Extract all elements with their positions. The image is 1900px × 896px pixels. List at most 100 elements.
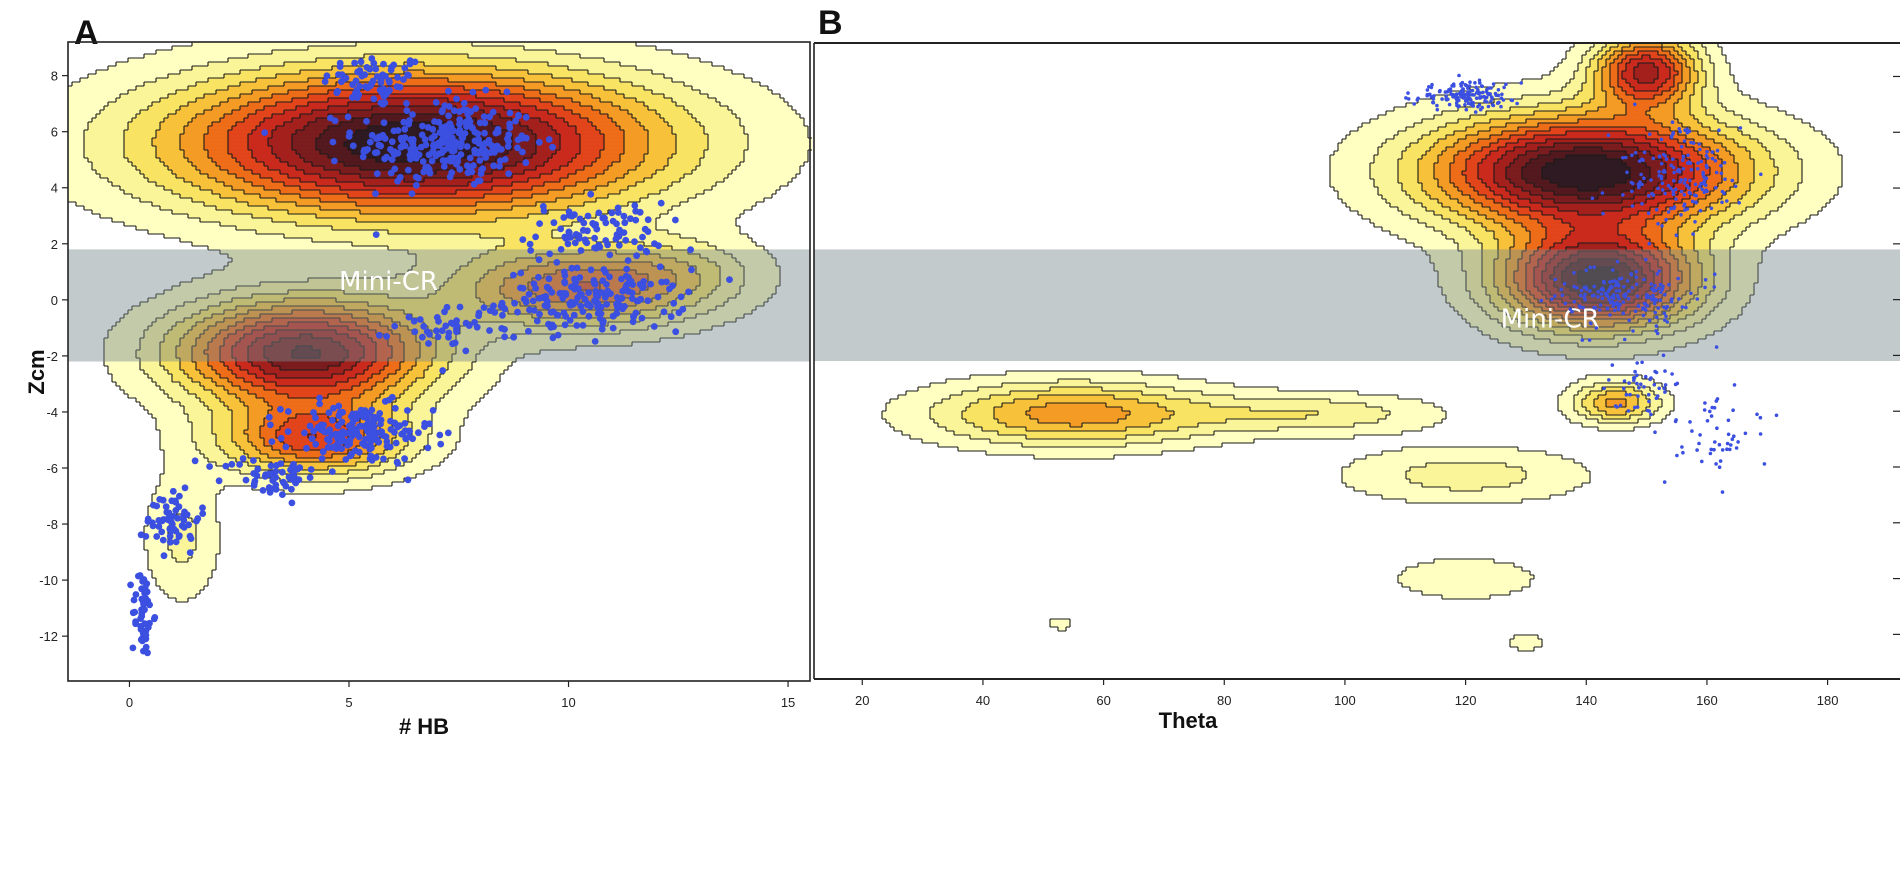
panel-b-point	[1719, 171, 1724, 176]
panel-a-point	[628, 295, 636, 302]
panel-a-point	[571, 239, 579, 247]
panel-a-point	[383, 442, 391, 450]
panel-b-point	[1712, 285, 1717, 289]
panel-b-point	[1700, 459, 1704, 464]
panel-b-point	[1681, 154, 1686, 159]
panel-b-point	[1656, 222, 1660, 226]
panel-b-point	[1654, 396, 1659, 401]
panel-b-point	[1674, 233, 1679, 237]
panel-a-point	[443, 303, 451, 311]
panel-b-point	[1457, 91, 1462, 96]
panel-a-point	[453, 328, 460, 336]
panel-a-point	[324, 444, 332, 451]
panel-a-point	[428, 157, 436, 165]
panel-a-point	[545, 136, 553, 143]
panel-b-point	[1695, 167, 1700, 171]
panel-a-point	[378, 430, 385, 437]
panel-a-point	[426, 331, 433, 338]
panel-a-point	[321, 78, 329, 85]
panel-b-point	[1445, 98, 1449, 102]
panel-a-point	[277, 405, 284, 413]
panel-a-point	[349, 81, 357, 88]
panel-a-point	[320, 427, 328, 435]
panel-a-point	[595, 241, 603, 249]
panel-a-point	[396, 173, 404, 181]
panel-a-point	[176, 492, 183, 500]
panel-a-point	[467, 108, 474, 116]
panel-a-point	[127, 581, 134, 589]
panel-a-point	[381, 135, 389, 142]
panel-b-right-ticks	[1893, 75, 1900, 635]
panel-a-y-tick-label: 6	[51, 125, 58, 140]
panel-a-point	[277, 434, 285, 442]
panel-a-point	[457, 151, 465, 158]
panel-b-point	[1690, 429, 1694, 433]
panel-b-point	[1661, 284, 1665, 289]
panel-a-point	[549, 308, 557, 316]
panel-a-point	[372, 454, 380, 461]
panel-b-contour-line-3	[961, 43, 1779, 440]
panel-b-point	[1759, 172, 1763, 177]
panel-b-point	[1651, 293, 1655, 298]
panel-b-point	[1646, 194, 1651, 198]
panel-a-point	[331, 443, 339, 451]
panel-a-point	[288, 485, 295, 493]
panel-a-point	[178, 522, 186, 530]
panel-b-point	[1583, 292, 1587, 297]
panel-b-x-tick-label: 120	[1455, 693, 1477, 708]
panel-a-point	[581, 295, 589, 303]
panel-a-point	[400, 76, 407, 83]
panel-a-point	[398, 135, 405, 143]
panel-a-point	[522, 113, 530, 121]
panel-b-point	[1642, 277, 1646, 282]
panel-b-contour-line-11	[1521, 146, 1651, 296]
panel-a-point	[342, 74, 350, 82]
panel-b-point	[1687, 190, 1692, 195]
panel-b-point	[1675, 169, 1680, 173]
panel-a-point	[373, 149, 381, 156]
panel-a-point	[409, 111, 416, 118]
panel-a-point	[151, 614, 159, 621]
panel-b-point	[1617, 284, 1621, 288]
panel-b-point	[1643, 302, 1648, 306]
panel-b-point	[1577, 304, 1582, 308]
panel-b-point	[1714, 345, 1719, 349]
panel-b-point	[1515, 101, 1519, 106]
panel-b-point	[1677, 297, 1681, 301]
panel-b-point	[1659, 290, 1663, 295]
panel-a-point	[358, 411, 366, 419]
panel-a-point	[445, 329, 453, 337]
panel-b-point	[1600, 296, 1605, 301]
panel-a-point	[355, 448, 363, 456]
panel-b-point	[1632, 378, 1636, 383]
panel-a-point	[565, 228, 573, 236]
panel-b-point	[1726, 418, 1731, 423]
panel-b-point	[1594, 326, 1599, 330]
panel-b-point	[1714, 186, 1718, 190]
panel-a-point	[272, 474, 280, 481]
panel-a-point	[462, 347, 470, 355]
panel-b-point	[1701, 172, 1705, 177]
panel-a-y-tick-label: -12	[39, 629, 58, 644]
panel-b-point	[1674, 187, 1678, 192]
panel-a-point	[310, 427, 317, 435]
panel-b-point	[1473, 110, 1478, 114]
panel-a-point	[456, 165, 464, 173]
panel-a-point	[426, 420, 433, 428]
panel-b-point	[1626, 296, 1631, 301]
panel-a-point	[583, 301, 591, 309]
panel-b-point	[1662, 311, 1667, 316]
panel-a-point	[132, 620, 140, 628]
panel-a-y-tick-label: 0	[51, 293, 58, 308]
panel-a-point	[266, 489, 274, 496]
panel-b-point	[1453, 94, 1457, 99]
panel-a-point	[663, 278, 670, 286]
panel-a-point	[598, 289, 605, 296]
panel-b-point	[1466, 86, 1470, 90]
panel-a-point	[641, 225, 649, 233]
panel-b-point	[1499, 104, 1503, 109]
panel-a-point	[307, 466, 315, 473]
panel-b-point	[1469, 89, 1473, 93]
panel-a-y-axis-label: Zcm	[24, 349, 49, 394]
panel-a-point	[191, 457, 199, 465]
